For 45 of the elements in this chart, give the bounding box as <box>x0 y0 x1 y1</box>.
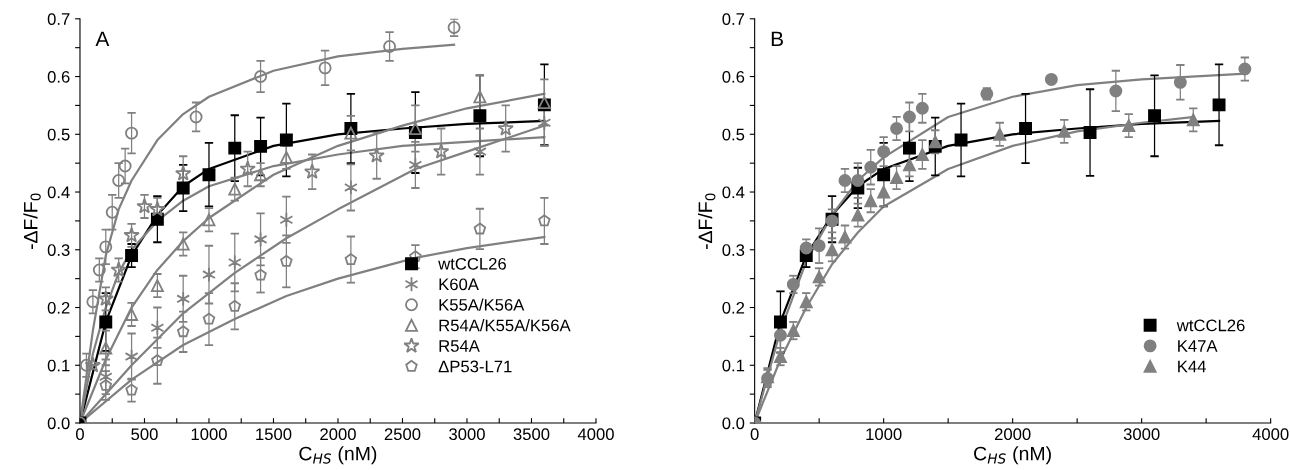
y-tick-label: 0.3 <box>722 244 745 256</box>
y-axis-title: -ΔF/F$_{0}$ <box>697 193 716 250</box>
y-tick-label: 0.1 <box>722 359 745 372</box>
legend-label: K60A <box>439 278 479 291</box>
legend-label: K55A/K56A <box>439 298 525 311</box>
y-tick-label: 0.7 <box>722 13 745 25</box>
annotation: A <box>95 31 110 47</box>
y-tick-label: 0.0 <box>722 417 745 430</box>
y-tick-label: 0.6 <box>47 70 70 83</box>
y-tick-label: 0.6 <box>722 70 745 83</box>
x-tick-label: 3000 <box>1123 428 1160 441</box>
y-tick-label: 0.5 <box>47 128 70 141</box>
y-tick-label: 0.7 <box>47 13 70 25</box>
y-tick-label: 0.4 <box>47 186 70 199</box>
legend-label: R54A <box>439 340 480 352</box>
x-tick-label: 2000 <box>994 428 1031 441</box>
x-tick-label: 2000 <box>320 428 356 441</box>
x-tick-label: 4000 <box>577 428 614 441</box>
y-axis-title: -ΔF/F$_{0}$ <box>23 193 41 250</box>
x-tick-label: 3000 <box>449 428 485 441</box>
y-tick-label: 0.3 <box>47 244 70 256</box>
y-tick-label: 0.2 <box>722 301 745 314</box>
x-tick-label: 0 <box>76 428 84 441</box>
annotation: B <box>771 31 783 47</box>
y-tick-label: 0.2 <box>47 301 70 314</box>
legend-label: wtCCL26 <box>1176 319 1245 332</box>
x-axis-title: C$_{HS}$ (nM) <box>974 446 1051 465</box>
legend-label: R54A/K55A/K56A <box>439 319 571 332</box>
x-tick-label: 500 <box>131 428 158 441</box>
x-tick-label: 2500 <box>384 428 421 441</box>
x-tick-label: 1000 <box>866 428 902 441</box>
x-tick-label: 0 <box>750 428 759 441</box>
legend-label: K44 <box>1178 360 1206 373</box>
x-axis-title: C$_{HS}$ (nM) <box>299 446 377 465</box>
y-tick-label: 0.0 <box>47 417 70 430</box>
y-tick-label: 0.5 <box>722 128 745 141</box>
legend-label: wtCCL26 <box>438 257 506 270</box>
x-tick-label: 3500 <box>513 428 550 441</box>
legend-label: K47A <box>1178 340 1218 352</box>
x-tick-label: 1500 <box>256 428 292 441</box>
legend-label: ΔP53-L71 <box>438 360 512 373</box>
y-tick-label: 0.4 <box>722 186 745 199</box>
x-tick-label: 4000 <box>1252 428 1289 441</box>
x-tick-label: 1000 <box>191 428 227 441</box>
y-tick-label: 0.1 <box>47 359 70 372</box>
